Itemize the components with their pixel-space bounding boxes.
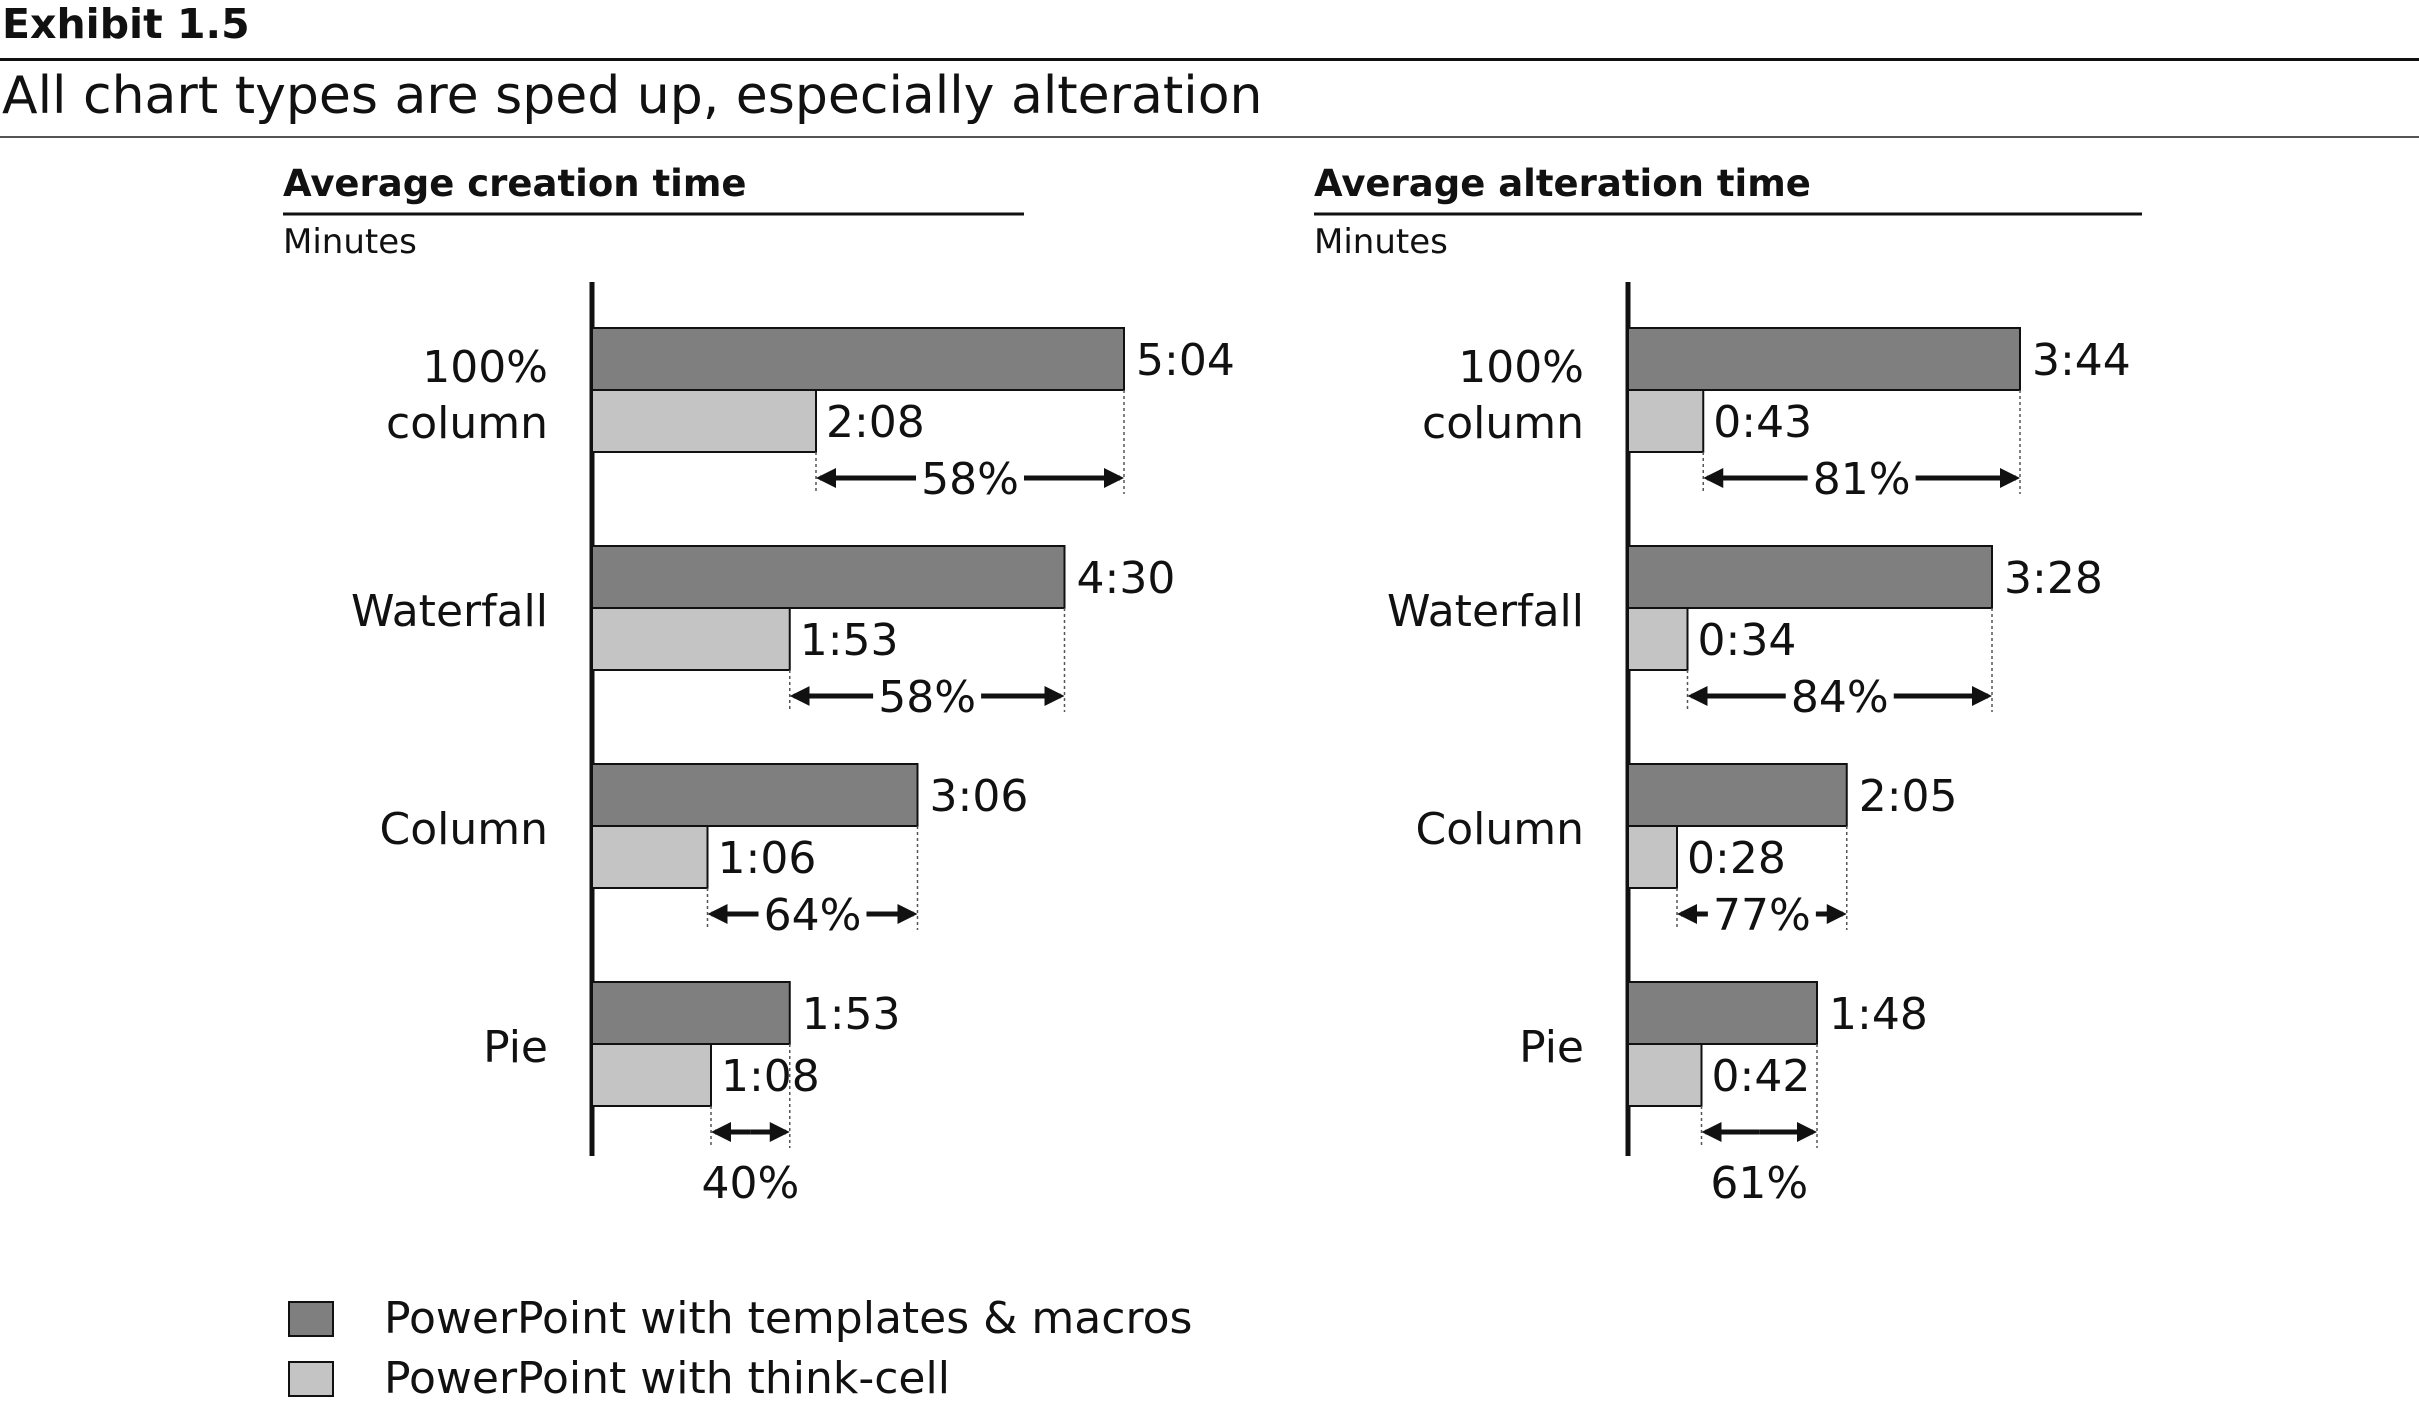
- chart-title: Average alteration time: [1314, 162, 1811, 205]
- legend-item: PowerPoint with think-cell: [288, 1349, 950, 1409]
- legend-label: PowerPoint with think-cell: [384, 1353, 950, 1404]
- category-label: 100%: [1458, 342, 1584, 393]
- bar-templates-macros: [591, 981, 791, 1045]
- data-label: 3:44: [2032, 335, 2131, 386]
- legend-item: PowerPoint with templates & macros: [288, 1289, 1192, 1349]
- data-label: 2:08: [826, 397, 925, 448]
- bar-think-cell: [1627, 1043, 1703, 1107]
- bar-think-cell: [1627, 607, 1689, 671]
- bar-templates-macros: [1627, 763, 1848, 827]
- difference-label: 58%: [921, 454, 1019, 505]
- category-label: Pie: [483, 1022, 548, 1073]
- data-label: 5:04: [1136, 335, 1235, 386]
- bar-think-cell: [591, 825, 709, 889]
- category-label: Column: [1415, 804, 1584, 855]
- bar-think-cell: [591, 1043, 712, 1107]
- bar-templates-macros: [1627, 981, 1818, 1045]
- difference-label: 77%: [1713, 890, 1811, 941]
- legend-swatch-light: [288, 1361, 334, 1397]
- unit-label: Minutes: [1314, 222, 1448, 262]
- bar-templates-macros: [591, 327, 1126, 391]
- data-label: 1:53: [802, 989, 901, 1040]
- unit-label: Minutes: [283, 222, 417, 262]
- difference-label: 64%: [764, 890, 862, 941]
- page-headline: All chart types are sped up, especially …: [2, 66, 1263, 126]
- bar-think-cell: [1627, 389, 1705, 453]
- bar-templates-macros: [591, 545, 1066, 609]
- category-label: Waterfall: [351, 586, 548, 637]
- bar-think-cell: [1627, 825, 1679, 889]
- data-label: 1:53: [800, 615, 899, 666]
- data-label: 2:05: [1859, 771, 1958, 822]
- category-label: Waterfall: [1387, 586, 1584, 637]
- data-label: 0:43: [1713, 397, 1812, 448]
- bar-think-cell: [591, 389, 817, 453]
- data-label: 3:06: [930, 771, 1029, 822]
- category-label: column: [1422, 398, 1584, 449]
- bar-think-cell: [591, 607, 791, 671]
- difference-label: 40%: [701, 1158, 799, 1209]
- data-label: 1:06: [718, 833, 817, 884]
- data-label: 0:28: [1687, 833, 1786, 884]
- category-label: Pie: [1519, 1022, 1584, 1073]
- data-label: 0:42: [1712, 1051, 1811, 1102]
- data-label: 3:28: [2004, 553, 2103, 604]
- data-label: 4:30: [1077, 553, 1176, 604]
- header-rule: [0, 58, 2419, 61]
- difference-label: 81%: [1813, 454, 1911, 505]
- difference-label: 84%: [1791, 672, 1889, 723]
- category-label: Column: [379, 804, 548, 855]
- category-label: column: [386, 398, 548, 449]
- difference-label: 58%: [878, 672, 976, 723]
- data-label: 0:34: [1698, 615, 1797, 666]
- exhibit-label: Exhibit 1.5: [2, 0, 250, 48]
- category-label: 100%: [422, 342, 548, 393]
- legend-label: PowerPoint with templates & macros: [384, 1293, 1193, 1344]
- bar-templates-macros: [1627, 327, 2021, 391]
- data-label: 1:08: [721, 1051, 820, 1102]
- headline-rule: [0, 136, 2419, 138]
- data-label: 1:48: [1829, 989, 1928, 1040]
- bar-templates-macros: [591, 763, 919, 827]
- difference-label: 61%: [1710, 1158, 1808, 1209]
- legend-swatch-dark: [288, 1301, 334, 1337]
- chart-title: Average creation time: [283, 162, 746, 205]
- bar-templates-macros: [1627, 545, 1994, 609]
